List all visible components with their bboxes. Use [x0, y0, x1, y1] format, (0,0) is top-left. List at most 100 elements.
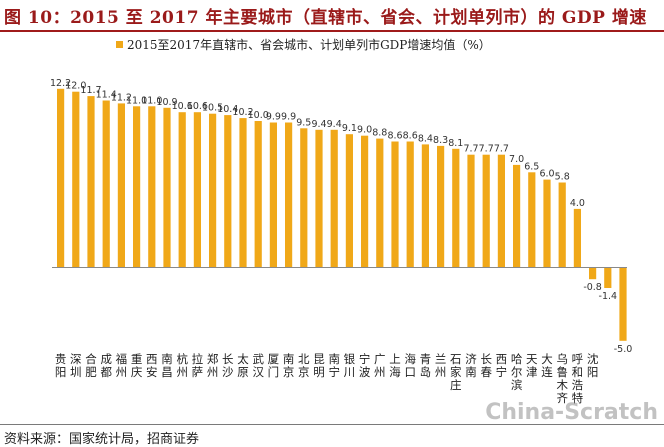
data-label: 8.6 [403, 131, 418, 142]
data-label: -0.8 [583, 282, 602, 293]
bar [269, 122, 277, 268]
bars-layer [57, 88, 627, 341]
bar [178, 112, 186, 268]
data-label: 7.7 [479, 144, 494, 155]
bar [315, 129, 323, 268]
data-label: 9.9 [266, 112, 281, 123]
data-label: 8.6 [387, 131, 402, 142]
category-label: 深圳 [70, 352, 82, 379]
legend-swatch [116, 41, 123, 48]
bar [148, 106, 156, 268]
data-label: 9.5 [296, 117, 311, 128]
category-label: 海口 [404, 352, 416, 379]
bar [406, 141, 414, 268]
data-label: 11.0 [141, 95, 162, 106]
category-label: 乌鲁木齐 [556, 352, 568, 405]
data-label: 7.0 [509, 154, 524, 165]
category-label: 长春 [480, 352, 492, 379]
bar [224, 115, 232, 268]
bar [376, 138, 384, 268]
bar [117, 103, 125, 268]
data-label: 8.1 [448, 138, 463, 149]
data-label: 12.2 [50, 78, 71, 89]
bar [133, 106, 141, 268]
bar [604, 267, 612, 288]
bar [102, 100, 110, 268]
category-label: 合肥 [85, 352, 97, 379]
bar [421, 144, 429, 268]
category-label: 沈阳 [587, 352, 599, 379]
gdp-growth-bar-chart: 2015至2017年直辖市、省会城市、计划单列市GDP增速均值（%） 12.21… [50, 37, 632, 405]
data-labels-layer: 12.212.011.711.411.211.011.010.910.610.6… [50, 78, 632, 355]
bar [361, 135, 369, 268]
watermark: China-Scratch [485, 400, 658, 425]
category-label: 宁波 [359, 352, 371, 379]
data-label: 11.0 [126, 95, 147, 106]
category-label: 哈尔滨 [511, 352, 523, 392]
data-label: 10.9 [156, 97, 177, 108]
data-label: 10.6 [172, 101, 193, 112]
bar [72, 91, 80, 268]
category-label: 成都 [100, 352, 112, 379]
category-label: 重庆 [131, 352, 143, 379]
data-label: 11.4 [96, 90, 117, 101]
bar [573, 208, 581, 268]
bar [239, 118, 247, 268]
data-label: 6.0 [539, 169, 554, 180]
category-label: 南宁 [328, 352, 340, 379]
bar [391, 141, 399, 268]
data-label: 10.6 [187, 101, 208, 112]
legend-label: 2015至2017年直辖市、省会城市、计划单列市GDP增速均值（%） [127, 37, 491, 52]
data-label: -5.0 [614, 344, 633, 355]
category-label: 昆明 [313, 352, 325, 379]
bar [300, 128, 308, 268]
bar [87, 96, 95, 268]
source-divider [0, 424, 664, 425]
category-label: 贵阳 [55, 352, 67, 379]
category-label: 兰州 [435, 352, 447, 379]
bar [452, 148, 460, 268]
bar [345, 134, 353, 268]
bar [57, 88, 65, 268]
category-label: 大连 [541, 352, 553, 379]
data-label: 10.0 [248, 110, 269, 121]
data-label: 5.8 [555, 172, 570, 183]
bar [285, 122, 293, 268]
category-label: 青岛 [420, 352, 432, 379]
data-label: 9.4 [327, 119, 342, 130]
bar [209, 113, 217, 268]
bar [437, 145, 445, 268]
category-label: 太原 [237, 352, 249, 379]
category-label: 银川 [344, 352, 356, 379]
category-label: 西安 [146, 352, 158, 379]
category-label: 武汉 [252, 352, 264, 379]
category-label: 石家庄 [450, 352, 462, 392]
data-label: 10.4 [217, 104, 238, 115]
data-label: 11.7 [80, 85, 101, 96]
bar [543, 179, 551, 268]
category-label: 郑州 [207, 352, 219, 379]
data-label: 10.2 [232, 107, 253, 118]
category-label: 南昌 [161, 352, 173, 379]
bar [254, 121, 262, 268]
category-label: 福州 [116, 352, 128, 379]
source-note: 资料来源：国家统计局，招商证券 [4, 432, 200, 447]
bar [528, 172, 536, 268]
data-label: 10.5 [202, 103, 223, 114]
data-label: -1.4 [599, 291, 618, 302]
category-label: 北京 [298, 352, 310, 379]
category-label: 西宁 [496, 352, 508, 379]
data-label: 9.0 [357, 125, 372, 136]
category-label: 拉萨 [192, 352, 204, 379]
data-label: 11.2 [111, 92, 132, 103]
title-bar [0, 0, 664, 32]
figure-title: 图 10：2015 至 2017 年主要城市（直辖市、省会、计划单列市）的 GD… [4, 8, 647, 28]
category-label: 长沙 [222, 352, 234, 379]
bar [163, 107, 171, 268]
data-label: 9.9 [281, 112, 296, 123]
bar [589, 267, 597, 280]
bar [497, 154, 505, 268]
data-label: 8.8 [372, 128, 387, 139]
bar [513, 164, 521, 268]
data-label: 6.5 [524, 161, 539, 172]
